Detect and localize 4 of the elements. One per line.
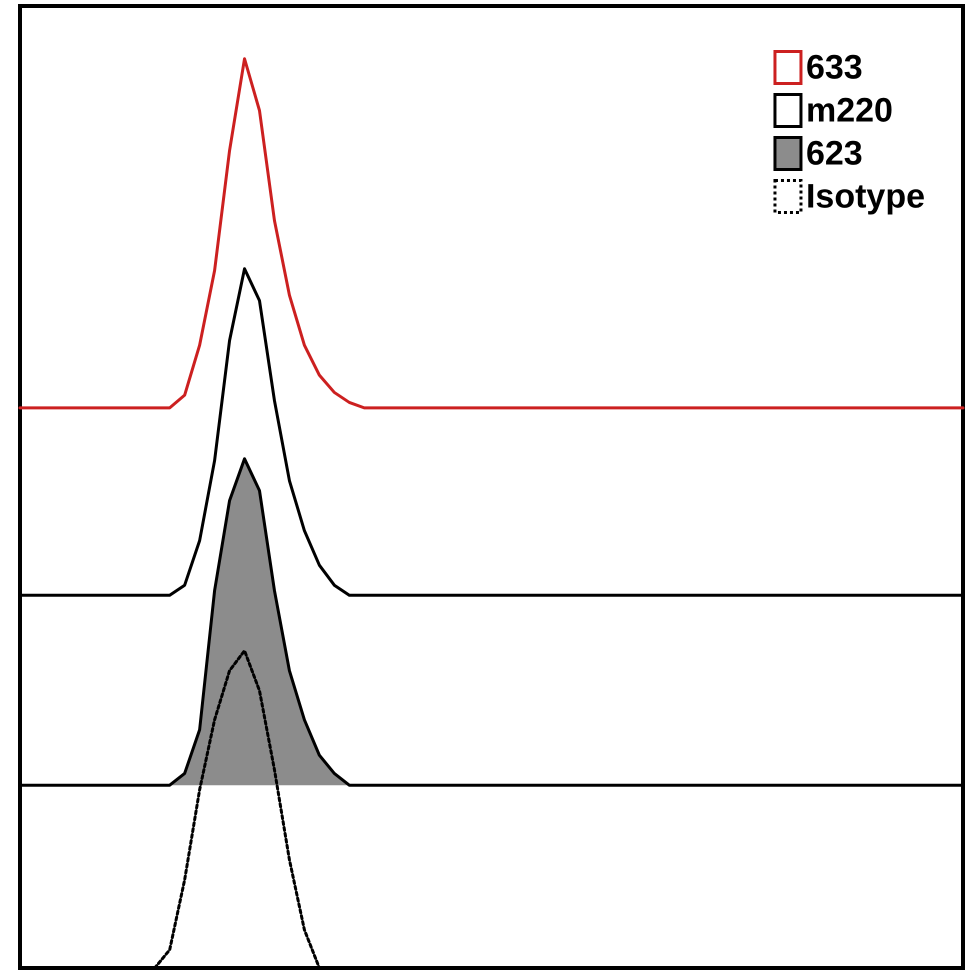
legend-label: 623 — [806, 134, 863, 172]
legend-label: 633 — [806, 48, 863, 86]
legend-label: m220 — [806, 92, 893, 130]
legend-label: Isotype — [806, 178, 926, 216]
